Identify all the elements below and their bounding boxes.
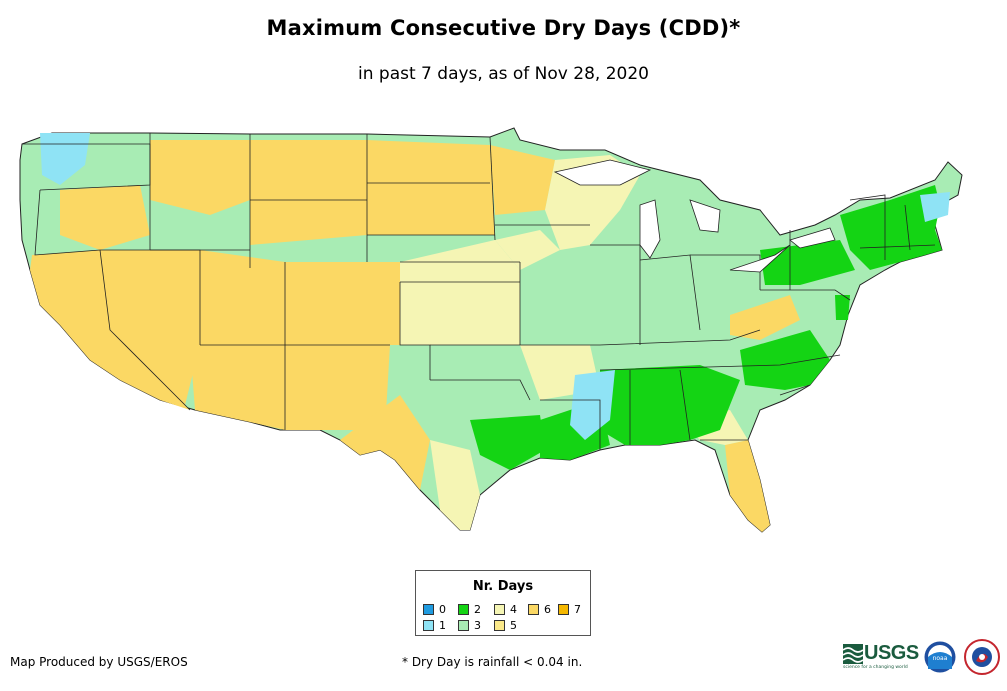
legend-swatch-4 xyxy=(494,604,505,615)
cdd-1-regions xyxy=(40,133,950,440)
cdd-2-regions xyxy=(470,185,942,470)
legend-label-1: 1 xyxy=(439,619,446,632)
state-boundaries xyxy=(22,133,936,450)
legend-label-5: 5 xyxy=(510,619,517,632)
nws-logo-icon xyxy=(964,639,1000,675)
legend-label-7: 7 xyxy=(574,603,581,616)
legend-item-0: 0 xyxy=(423,603,446,616)
legend-label-3: 3 xyxy=(474,619,481,632)
legend-item-5: 5 xyxy=(494,619,517,632)
legend-swatch-2 xyxy=(458,604,469,615)
legend-swatch-6 xyxy=(528,604,539,615)
usgs-logo: USGS science for a changing world xyxy=(843,642,919,672)
legend-swatch-5 xyxy=(494,620,505,631)
legend-item-2: 2 xyxy=(458,603,481,616)
legend-swatch-3 xyxy=(458,620,469,631)
legend-item-1: 1 xyxy=(423,619,446,632)
cdd-6-regions xyxy=(30,140,800,532)
legend-label-4: 4 xyxy=(510,603,517,616)
usgs-wave-icon xyxy=(843,644,863,664)
legend-label-2: 2 xyxy=(474,603,481,616)
map-subtitle: in past 7 days, as of Nov 28, 2020 xyxy=(358,64,649,84)
legend-label-0: 0 xyxy=(439,603,446,616)
legend-item-3: 3 xyxy=(458,619,481,632)
legend-title: Nr. Days xyxy=(472,579,534,594)
usgs-wordmark: USGS xyxy=(864,642,919,664)
noaa-wordmark: noaa xyxy=(933,655,948,662)
great-lakes xyxy=(553,159,836,273)
legend-swatch-1 xyxy=(423,620,434,631)
legend-label-6: 6 xyxy=(544,603,551,616)
legend-swatch-7 xyxy=(558,604,569,615)
legend-swatch-0 xyxy=(423,604,434,615)
noaa-logo-icon: noaa xyxy=(924,641,956,673)
legend: Nr. Days 0 1 2 3 4 5 6 7 xyxy=(415,570,591,636)
dry-day-footnote: * Dry Day is rainfall < 0.04 in. xyxy=(402,655,583,669)
map-credit: Map Produced by USGS/EROS xyxy=(10,655,188,669)
legend-item-7: 7 xyxy=(558,603,581,616)
legend-item-4: 4 xyxy=(494,603,517,616)
legend-item-6: 6 xyxy=(528,603,551,616)
map-title: Maximum Consecutive Dry Days (CDD)* xyxy=(266,16,741,40)
usgs-tagline: science for a changing world xyxy=(843,665,908,670)
